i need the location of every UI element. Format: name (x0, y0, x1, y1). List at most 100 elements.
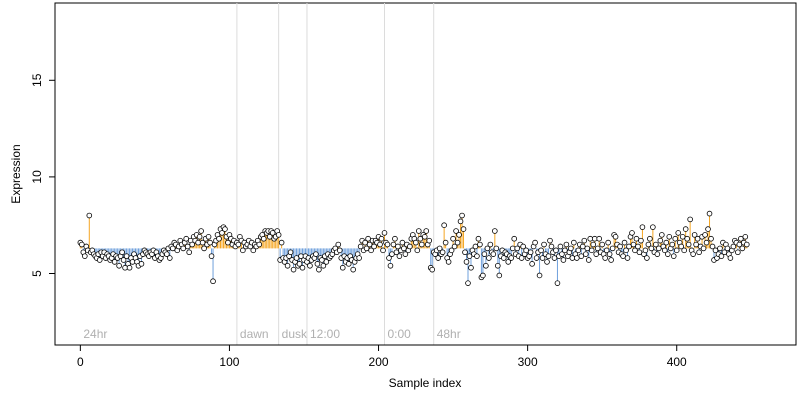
data-point (700, 245, 707, 252)
data-point (207, 239, 213, 246)
y-tick-label: 10 (30, 170, 44, 184)
data-point (219, 230, 225, 236)
data-point (743, 241, 750, 248)
data-point (520, 243, 526, 250)
data-point (533, 255, 540, 261)
data-point (568, 245, 574, 252)
data-point (472, 243, 479, 250)
data-point (736, 241, 743, 248)
data-point (669, 241, 676, 248)
data-point (645, 241, 652, 248)
data-point (463, 259, 470, 265)
data-point (547, 237, 553, 244)
data-point (603, 247, 610, 254)
data-point (529, 261, 535, 267)
data-point (235, 241, 242, 248)
data-point (544, 259, 550, 265)
data-point (541, 241, 547, 248)
data-point (417, 235, 424, 242)
data-point (617, 243, 623, 250)
data-point (705, 226, 711, 232)
data-point (633, 235, 640, 242)
data-point (694, 235, 701, 242)
x-tick-label: 300 (518, 355, 538, 369)
data-point (679, 233, 686, 240)
data-point (717, 245, 723, 252)
data-point (365, 235, 371, 242)
data-point (650, 224, 656, 230)
data-point (183, 235, 190, 242)
data-point (496, 272, 503, 279)
y-axis-title: Expression (9, 144, 23, 203)
data-point (718, 253, 725, 259)
data-point (423, 228, 430, 234)
data-point (123, 253, 130, 259)
data-point (648, 245, 655, 252)
data-point (487, 241, 494, 248)
data-point (724, 245, 731, 252)
data-point (684, 235, 690, 242)
data-point (551, 255, 558, 261)
data-point (413, 239, 419, 246)
data-point (656, 245, 662, 252)
data-point (384, 241, 391, 248)
x-tick-label: 0 (77, 355, 84, 369)
data-point (363, 245, 370, 252)
data-point (368, 247, 374, 254)
data-point (350, 266, 356, 273)
data-point (609, 245, 616, 252)
data-point (481, 251, 488, 257)
y-tick-label: 5 (30, 270, 44, 277)
data-point (538, 247, 544, 254)
data-point (730, 243, 737, 250)
data-point (493, 245, 500, 252)
data-point (198, 228, 204, 234)
data-point (620, 253, 626, 259)
x-axis: 0 100 200 300 400 (77, 344, 687, 369)
data-point (523, 247, 529, 254)
y-axis: 5 10 15 (30, 73, 56, 277)
data-point (630, 241, 637, 248)
data-point (629, 230, 635, 236)
data-point (119, 249, 125, 256)
data-point (296, 261, 303, 267)
data-point (508, 255, 515, 261)
data-point (390, 241, 397, 248)
data-point (706, 210, 713, 217)
data-point (293, 255, 300, 261)
data-point (96, 257, 103, 263)
data-point (320, 262, 327, 269)
data-point (599, 241, 605, 248)
data-point (581, 237, 588, 244)
data-point (639, 224, 646, 230)
data-point (167, 255, 173, 261)
data-point (562, 247, 568, 254)
data-point (575, 247, 582, 254)
data-point (290, 266, 297, 273)
data-point (260, 235, 267, 242)
data-point (559, 251, 565, 257)
data-point (709, 243, 716, 250)
data-point (339, 264, 346, 271)
data-point (468, 264, 474, 271)
data-point (675, 230, 682, 236)
data-point (201, 245, 207, 252)
data-point (539, 255, 546, 261)
data-point (606, 251, 613, 257)
data-point (393, 249, 400, 256)
data-point (439, 249, 446, 256)
data-point (647, 235, 653, 242)
data-point (442, 239, 449, 246)
data-point (256, 241, 263, 248)
data-point (316, 266, 322, 273)
data-point (457, 218, 464, 225)
data-point (205, 233, 212, 240)
data-point (602, 255, 608, 261)
data-point (441, 222, 447, 229)
data-point (335, 241, 342, 248)
data-point (742, 233, 749, 240)
data-point (216, 235, 222, 242)
data-point (582, 251, 589, 257)
data-point (208, 253, 215, 259)
data-point (536, 272, 543, 279)
